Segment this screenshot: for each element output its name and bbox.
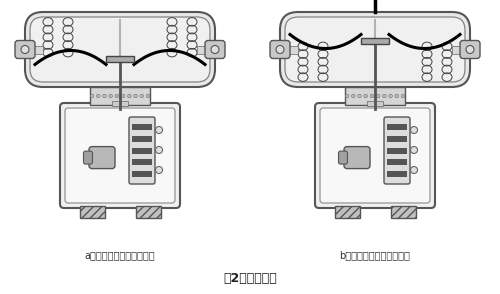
Bar [334,206,359,218]
Bar [387,148,407,153]
Bar [80,206,104,218]
FancyBboxPatch shape [84,151,92,164]
Bar [452,46,461,54]
Circle shape [90,94,94,98]
FancyBboxPatch shape [285,17,465,82]
FancyBboxPatch shape [65,108,175,203]
FancyBboxPatch shape [320,108,430,203]
Circle shape [134,94,138,98]
Bar [112,101,128,106]
Bar [136,206,160,218]
Circle shape [382,94,386,98]
FancyBboxPatch shape [15,41,35,59]
Circle shape [401,94,405,98]
Bar [132,148,152,153]
Bar [90,87,150,105]
Bar [132,159,152,165]
FancyBboxPatch shape [30,17,210,82]
Bar [34,46,43,54]
FancyBboxPatch shape [25,12,215,87]
Circle shape [410,126,418,133]
Bar [361,38,389,44]
Bar [387,159,407,165]
Circle shape [370,94,374,98]
FancyBboxPatch shape [129,117,155,184]
FancyBboxPatch shape [315,103,435,208]
Bar [390,206,415,218]
FancyBboxPatch shape [384,117,410,184]
Circle shape [156,126,162,133]
Bar [345,87,405,105]
Circle shape [122,94,125,98]
Bar [289,46,298,54]
Circle shape [276,46,284,54]
Circle shape [364,94,368,98]
Circle shape [109,94,112,98]
Text: 图2、执行机构: 图2、执行机构 [223,272,277,285]
Text: b、正作用与阀构成气关式: b、正作用与阀构成气关式 [340,250,410,260]
Circle shape [156,166,162,173]
Bar [367,101,383,106]
Circle shape [345,94,349,98]
Circle shape [128,94,131,98]
Circle shape [410,146,418,153]
FancyBboxPatch shape [460,41,480,59]
Bar [132,136,152,142]
Circle shape [352,94,355,98]
FancyBboxPatch shape [270,41,290,59]
Circle shape [376,94,380,98]
Bar [387,171,407,177]
Bar [197,46,206,54]
Circle shape [389,94,392,98]
Bar [106,56,134,61]
Bar [132,124,152,130]
FancyBboxPatch shape [89,147,115,168]
Circle shape [21,46,29,54]
Bar [387,136,407,142]
Circle shape [410,166,418,173]
FancyBboxPatch shape [344,147,370,168]
Bar [387,124,407,130]
Circle shape [102,94,106,98]
Circle shape [140,94,143,98]
Circle shape [115,94,118,98]
Circle shape [96,94,100,98]
Text: a、反作用与阀构成气开式: a、反作用与阀构成气开式 [84,250,156,260]
Circle shape [358,94,361,98]
FancyBboxPatch shape [338,151,347,164]
Circle shape [211,46,219,54]
Circle shape [146,94,150,98]
FancyBboxPatch shape [60,103,180,208]
Circle shape [466,46,474,54]
Bar [132,171,152,177]
FancyBboxPatch shape [280,12,470,87]
FancyBboxPatch shape [205,41,225,59]
Circle shape [395,94,398,98]
Circle shape [156,146,162,153]
